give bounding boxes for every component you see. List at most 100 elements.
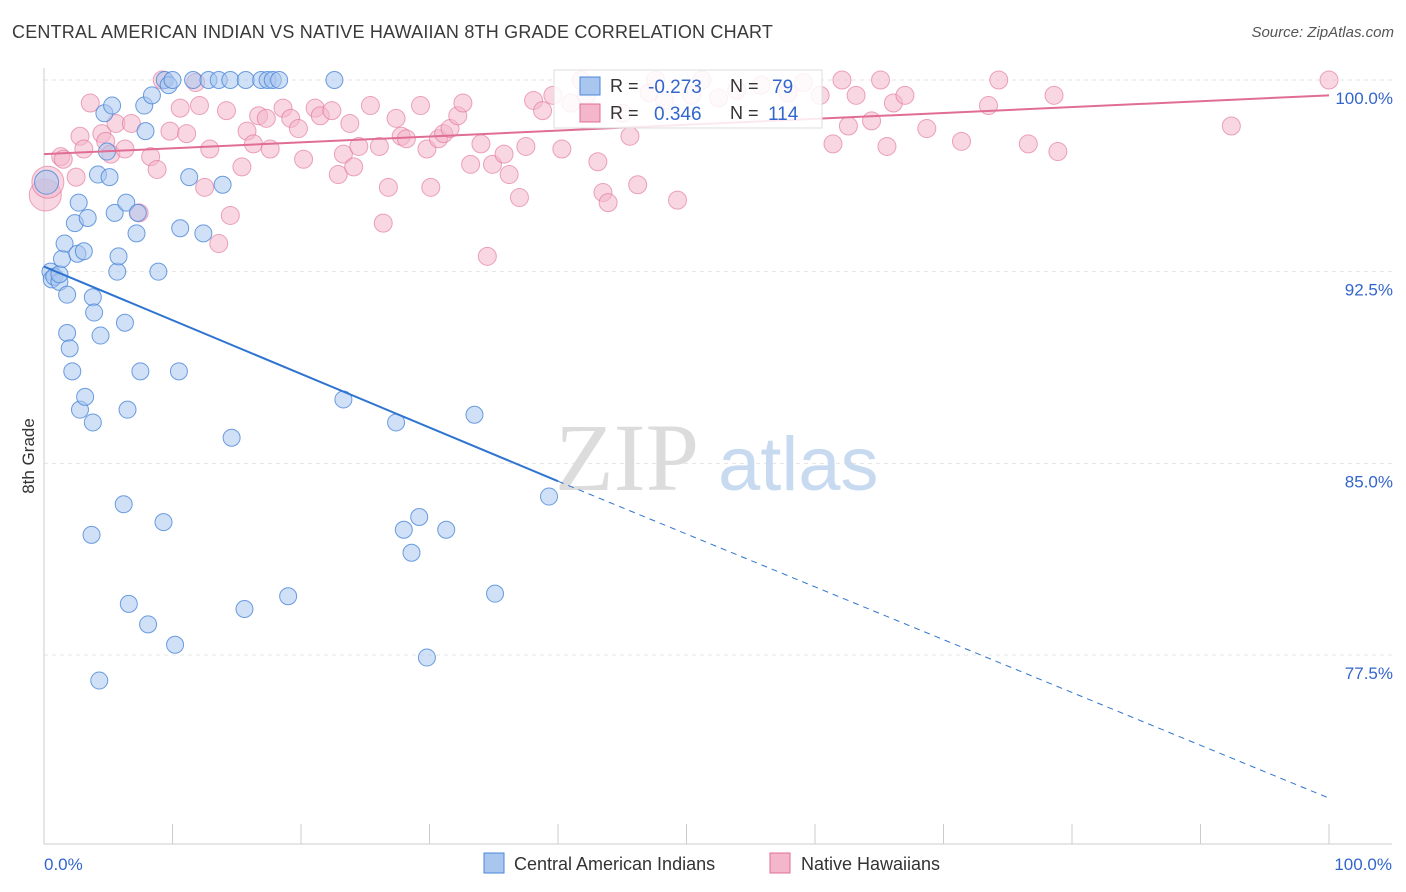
- point-central-american-indian: [90, 671, 109, 690]
- point-central-american-indian: [180, 168, 199, 187]
- point-central-american-indian: [83, 288, 102, 307]
- y-axis-title: 8th Grade: [19, 418, 38, 494]
- point-native-hawaiian: [1048, 142, 1068, 162]
- point-central-american-indian: [128, 203, 147, 222]
- x-tick-label-max: 100.0%: [1334, 855, 1392, 874]
- point-native-hawaiian: [588, 152, 608, 172]
- point-central-american-indian: [100, 168, 119, 187]
- point-central-american-indian: [131, 362, 150, 381]
- point-central-american-indian: [154, 513, 173, 532]
- point-native-hawaiian: [838, 116, 858, 136]
- point-native-hawaiian: [294, 149, 314, 169]
- point-native-hawaiian: [373, 213, 393, 233]
- point-central-american-indian: [235, 600, 254, 618]
- point-native-hawaiian: [668, 190, 688, 210]
- chart-title: CENTRAL AMERICAN INDIAN VS NATIVE HAWAII…: [12, 22, 774, 42]
- point-central-american-indian: [270, 71, 289, 89]
- point-central-american-indian: [540, 487, 559, 506]
- bottom-legend-swatch-pink: [769, 852, 791, 874]
- point-central-american-indian: [222, 428, 241, 447]
- point-native-hawaiian: [1319, 70, 1339, 90]
- point-central-american-indian: [213, 175, 232, 194]
- point-native-hawaiian: [66, 167, 86, 187]
- point-native-hawaiian: [189, 96, 209, 116]
- point-native-hawaiian: [220, 205, 240, 225]
- point-native-hawaiian: [951, 131, 971, 151]
- point-native-hawaiian: [209, 234, 229, 254]
- point-native-hawaiian: [344, 157, 364, 177]
- point-native-hawaiian: [328, 165, 348, 185]
- point-central-american-indian: [85, 303, 104, 322]
- point-central-american-indian: [402, 543, 421, 562]
- y-tick-label: 77.5%: [1345, 664, 1393, 683]
- point-central-american-indian: [82, 525, 101, 544]
- point-central-american-indian: [58, 324, 77, 342]
- point-native-hawaiian: [895, 85, 915, 105]
- legend-r-value-1: -0.273: [648, 77, 702, 98]
- point-central-american-indian: [136, 122, 155, 141]
- point-central-american-indian: [76, 387, 95, 406]
- point-native-hawaiian: [846, 85, 866, 105]
- point-native-hawaiian: [322, 101, 342, 121]
- point-native-hawaiian: [533, 101, 553, 121]
- point-native-hawaiian: [823, 134, 843, 154]
- point-central-american-indian: [142, 86, 161, 105]
- point-native-hawaiian: [216, 101, 236, 121]
- point-central-american-indian: [55, 234, 74, 253]
- point-central-american-indian: [221, 71, 240, 89]
- point-native-hawaiian: [349, 136, 369, 156]
- point-native-hawaiian: [340, 113, 360, 133]
- point-central-american-indian: [69, 193, 88, 212]
- point-native-hawaiian: [552, 139, 572, 159]
- point-central-american-indian: [171, 219, 190, 238]
- point-central-american-indian: [78, 209, 97, 227]
- point-central-american-indian: [118, 400, 137, 419]
- point-native-hawaiian: [1221, 116, 1241, 136]
- point-central-american-indian: [115, 313, 134, 332]
- point-native-hawaiian: [509, 188, 529, 208]
- point-central-american-indian: [139, 615, 158, 634]
- point-native-hawaiian: [147, 159, 167, 179]
- point-central-american-indian: [194, 224, 213, 243]
- point-central-american-indian: [103, 96, 122, 115]
- point-native-hawaiian: [461, 154, 481, 174]
- point-native-hawaiian: [74, 139, 94, 159]
- legend-swatch-blue: [579, 76, 601, 96]
- bottom-legend-label-2: Native Hawaiians: [801, 854, 940, 874]
- point-native-hawaiian: [411, 96, 431, 116]
- point-native-hawaiian: [494, 144, 514, 164]
- point-native-hawaiian: [53, 149, 73, 169]
- point-central-american-indian: [52, 249, 71, 268]
- y-tick-label: 100.0%: [1335, 89, 1393, 108]
- legend-n-label-2: N =: [730, 103, 759, 123]
- point-native-hawaiian: [80, 93, 100, 113]
- point-native-hawaiian: [917, 119, 937, 139]
- legend-r-label-2: R =: [610, 103, 639, 123]
- point-native-hawaiian: [628, 175, 648, 195]
- point-native-hawaiian: [620, 126, 640, 146]
- point-native-hawaiian: [1018, 134, 1038, 154]
- point-central-american-indian: [109, 247, 128, 266]
- point-central-american-indian: [50, 265, 69, 284]
- point-native-hawaiian: [195, 177, 215, 197]
- x-tick-label-min: 0.0%: [44, 855, 83, 874]
- point-central-american-indian: [83, 413, 102, 432]
- legend-box: R = -0.273 N = 79 R = 0.346 N = 114: [553, 69, 823, 129]
- watermark-zip: ZIP: [555, 404, 699, 511]
- point-native-hawaiian: [499, 165, 519, 185]
- point-native-hawaiian: [256, 108, 276, 128]
- legend-swatch-pink: [579, 103, 601, 123]
- point-central-american-indian: [149, 262, 168, 281]
- point-central-american-indian: [410, 508, 429, 526]
- point-central-american-indian: [119, 594, 138, 613]
- point-native-hawaiian: [453, 93, 473, 113]
- y-tick-label: 85.0%: [1345, 472, 1393, 491]
- y-tick-labels: 77.5% 85.0% 92.5% 100.0%: [1335, 89, 1393, 683]
- bottom-legend-swatch-blue: [483, 852, 505, 874]
- legend-r-label-1: R =: [610, 76, 639, 96]
- point-central-american-indian: [114, 495, 133, 514]
- point-native-hawaiian: [471, 134, 491, 154]
- point-central-american-indian: [74, 242, 93, 261]
- point-central-american-indian: [117, 193, 136, 212]
